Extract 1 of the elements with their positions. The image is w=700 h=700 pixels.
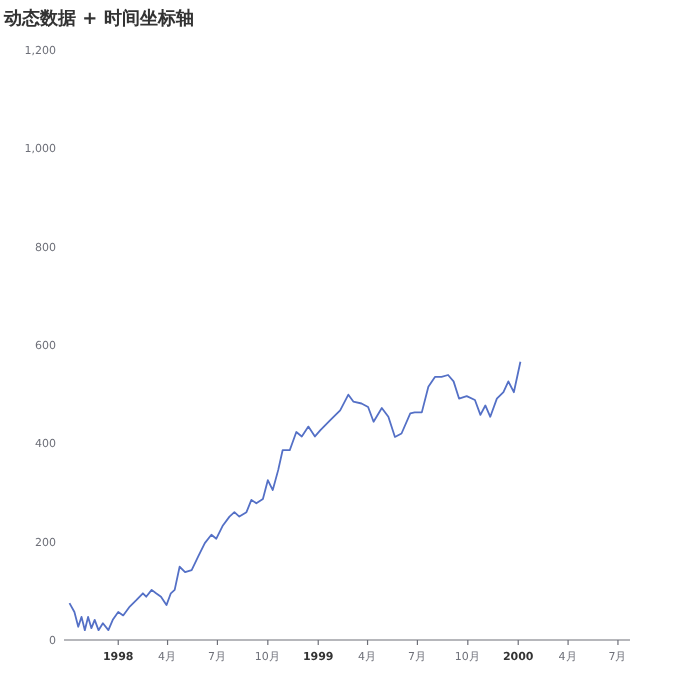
title: 动态数据 + 时间坐标轴 [4, 10, 194, 30]
